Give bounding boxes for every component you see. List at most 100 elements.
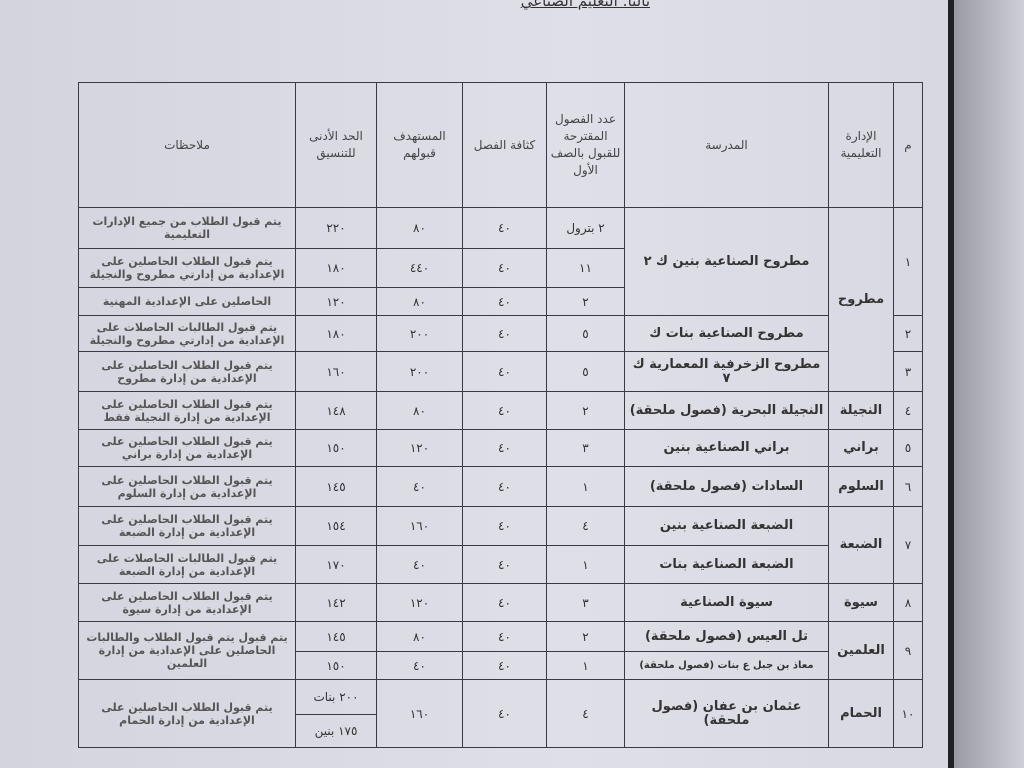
cell-admin: براني <box>828 429 894 467</box>
cell-m: ٦ <box>893 466 923 507</box>
cell-density: ٤٠ <box>462 207 547 249</box>
header-school: المدرسة <box>624 82 829 208</box>
cell-density: ٤٠ <box>462 621 547 652</box>
cell-density: ٤٠ <box>462 506 547 546</box>
cell-m: ١ <box>893 207 923 316</box>
cell-min: ١٥٠ <box>295 429 377 467</box>
header-m: م <box>893 82 923 208</box>
cell-classes: ٤ <box>546 679 625 748</box>
cell-min: ١٤٥ <box>295 621 377 652</box>
table-row: ٨ سيوة سيوة الصناعية ٣ ٤٠ ١٢٠ ١٤٢ يتم قبول الطل… <box>78 583 923 622</box>
cell-m: ٩ <box>893 621 923 680</box>
cell-min: ١٥٠ <box>295 651 377 680</box>
cell-density: ٤٠ <box>462 287 547 316</box>
cell-density: ٤٠ <box>462 679 547 748</box>
cell-target: ٢٠٠ <box>376 351 463 392</box>
cell-notes: يتم قبول الطلاب الحاصلين على الإعدادية م… <box>78 429 296 467</box>
cell-density: ٤٠ <box>462 248 547 288</box>
cell-school: السادات (فصول ملحقة) <box>624 466 829 507</box>
table-row: ٩ العلمين تل العيس (فصول ملحقة) ٢ ٤٠ ٨٠ ١٤٥ يتم… <box>78 621 923 680</box>
cell-target: ٨٠ <box>376 391 463 430</box>
cell-notes: يتم قبول الطلاب الحاصلين على الإعدادية م… <box>78 583 296 622</box>
cell-classes: ١ <box>546 651 625 680</box>
table-row: ٤ النجيلة النجيلة البحرية (فصول ملحقة) ٢ ٤٠ ٨… <box>78 391 923 430</box>
cell-notes: يتم قبول الطلاب الحاصلين على الإعدادية م… <box>78 679 296 748</box>
cell-notes: يتم قبول الطلاب الحاصلين على الإعدادية م… <box>78 248 296 288</box>
table-row: ١٠ الحمام عثمان بن عفان (فصول ملحقة) ٤ ٤٠ ١٦٠… <box>78 679 923 748</box>
cell-notes: يتم قبول الطلاب من جميع الإدارات التعليم… <box>78 207 296 249</box>
cell-density: ٤٠ <box>462 651 547 680</box>
cell-classes: ٤ <box>546 506 625 546</box>
cell-admin: الضبعة <box>828 506 894 584</box>
cell-min: ١٧٥ بنين <box>295 714 377 748</box>
cell-school: الضبعة الصناعية بنات <box>624 545 829 584</box>
cell-min: ٢٠٠ بنات <box>295 679 377 715</box>
cell-min: ١٨٠ <box>295 248 377 288</box>
cell-m: ٧ <box>893 506 923 584</box>
cell-school: معاذ بن جبل ع بنات (فصول ملحقة) <box>624 651 829 680</box>
cell-classes: ٢ <box>546 391 625 430</box>
cell-target: ٨٠ <box>376 287 463 316</box>
cell-notes: يتم قبول الطالبات الحاصلات على الإعدادية… <box>78 315 296 352</box>
table-row: الضبعة الصناعية بنات ١ ٤٠ ٤٠ ١٧٠ يتم قبول الط… <box>78 545 923 584</box>
cell-classes: ٢ بترول <box>546 207 625 249</box>
cell-min: ١٢٠ <box>295 287 377 316</box>
cell-density: ٤٠ <box>462 391 547 430</box>
cell-school: سيوة الصناعية <box>624 583 829 622</box>
cell-school: مطروح الصناعية بنين ك ٢ <box>624 207 829 316</box>
cell-classes: ١ <box>546 466 625 507</box>
cell-notes: يتم قبول الطلاب الحاصلين على الإعدادية م… <box>78 391 296 430</box>
cell-target: ١٦٠ <box>376 679 463 748</box>
table-row: ١١ ٤٠ ٤٤٠ ١٨٠ يتم قبول الطلاب الحاصلين على ا… <box>78 248 923 288</box>
cell-target: ٢٠٠ <box>376 315 463 352</box>
cell-school: براني الصناعية بنين <box>624 429 829 467</box>
header-row: م الإدارة التعليمية المدرسة عدد الفصول ا… <box>78 82 923 208</box>
cell-target: ٤٠ <box>376 545 463 584</box>
cell-classes: ١١ <box>546 248 625 288</box>
cell-min: ١٨٠ <box>295 315 377 352</box>
cell-target: ٤٠ <box>376 651 463 680</box>
cell-target: ١٦٠ <box>376 506 463 546</box>
table-row: ٢ مطروح الصناعية بنات ك ٥ ٤٠ ٢٠٠ ١٨٠ يتم قبول … <box>78 315 923 352</box>
cell-admin: مطروح <box>828 207 894 392</box>
cell-m: ٢ <box>893 315 923 352</box>
table-row: ٦ السلوم السادات (فصول ملحقة) ١ ٤٠ ٤٠ ١٤٥ يتم ق… <box>78 466 923 507</box>
cell-m: ٤ <box>893 391 923 430</box>
header-min: الحد الأدنى للتنسيق <box>295 82 377 208</box>
cell-notes: الحاصلين على الإعدادية المهنية <box>78 287 296 316</box>
cell-m: ٥ <box>893 429 923 467</box>
cell-target: ١٢٠ <box>376 583 463 622</box>
cell-density: ٤٠ <box>462 429 547 467</box>
table-row: معاذ بن جبل ع بنات (فصول ملحقة) ١ ٤٠ ٤٠ ١٥٠ <box>79 651 923 680</box>
cell-target: ٤٠ <box>376 466 463 507</box>
cell-admin: الحمام <box>828 679 894 748</box>
cell-school: مطروح الزخرفية المعمارية ك ٧ <box>624 351 829 392</box>
cell-notes: يتم قبول الطلاب الحاصلين على الإعدادية م… <box>78 351 296 392</box>
cell-m: ١٠ <box>893 679 923 748</box>
header-admin: الإدارة التعليمية <box>828 82 894 208</box>
section-title: ثالثا: التعليم الصناعي <box>520 0 650 10</box>
cell-density: ٤٠ <box>462 351 547 392</box>
cell-min: ١٤٥ <box>295 466 377 507</box>
cell-notes: يتم قبول الطلاب الحاصلين على الإعدادية م… <box>78 466 296 507</box>
cell-school: مطروح الصناعية بنات ك <box>624 315 829 352</box>
cell-min: ١٦٠ <box>295 351 377 392</box>
cell-m: ٣ <box>893 351 923 392</box>
cell-density: ٤٠ <box>462 583 547 622</box>
table-row: ٥ براني براني الصناعية بنين ٣ ٤٠ ١٢٠ ١٥٠ يتم قب… <box>78 429 923 467</box>
table-row: ٣ مطروح الزخرفية المعمارية ك ٧ ٥ ٤٠ ٢٠٠ ١٦٠ يت… <box>78 351 923 392</box>
table-row: ٢ ٤٠ ٨٠ ١٢٠ الحاصلين على الإعدادية المهنية <box>78 287 923 316</box>
cell-density: ٤٠ <box>462 315 547 352</box>
cell-target: ١٢٠ <box>376 429 463 467</box>
table-row: ٧ الضبعة الضبعة الصناعية بنين ٤ ٤٠ ١٦٠ ١٥٤ يتم … <box>78 506 923 584</box>
cell-min: ١٤٨ <box>295 391 377 430</box>
cell-classes: ٣ <box>546 583 625 622</box>
cell-min: ١٧٠ <box>295 545 377 584</box>
admission-table: م الإدارة التعليمية المدرسة عدد الفصول ا… <box>78 82 923 748</box>
cell-admin: السلوم <box>828 466 894 507</box>
cell-classes: ٥ <box>546 315 625 352</box>
cell-classes: ٢ <box>546 621 625 652</box>
cell-school: عثمان بن عفان (فصول ملحقة) <box>624 679 829 748</box>
cell-min: ٢٢٠ <box>295 207 377 249</box>
